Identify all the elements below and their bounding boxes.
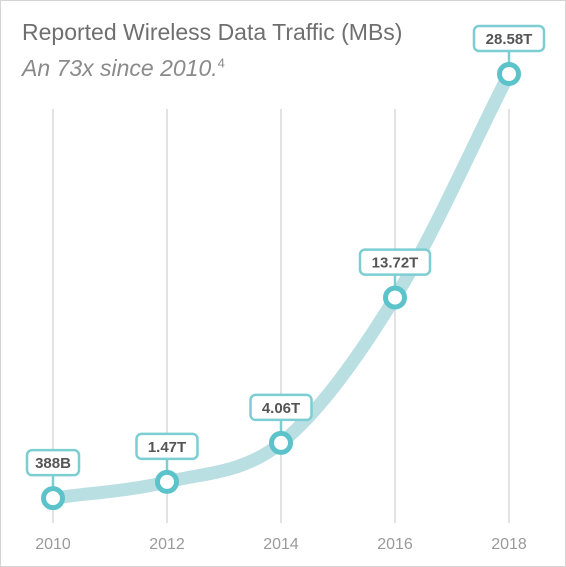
- data-label: 13.72T: [372, 255, 419, 272]
- x-tick-label: 2016: [377, 536, 413, 553]
- data-point: [497, 62, 521, 86]
- data-label: 28.58T: [486, 31, 533, 48]
- chart-subtitle: An 73x since 2010.4: [22, 55, 225, 82]
- x-tick-label: 2018: [491, 536, 527, 553]
- series-line: [46, 67, 516, 505]
- data-label-box: [25, 448, 81, 477]
- data-label: 4.06T: [262, 400, 300, 417]
- data-point: [383, 285, 407, 310]
- x-tick-label: 2014: [263, 536, 299, 553]
- data-label-box: [249, 393, 313, 422]
- footnote-marker: 4: [217, 55, 225, 71]
- data-label: 1.47T: [148, 439, 186, 456]
- data-point: [41, 486, 65, 511]
- chart-subtitle-text: An 73x since 2010.: [22, 55, 218, 81]
- data-point: [269, 430, 293, 455]
- data-label-box: [135, 432, 199, 461]
- data-point: [155, 469, 179, 494]
- chart-title: Reported Wireless Data Traffic (MBs): [22, 19, 403, 45]
- x-tick-label: 2012: [149, 536, 185, 553]
- data-label: 388B: [35, 455, 71, 472]
- data-label-box: [358, 248, 432, 276]
- x-tick-label: 2010: [35, 536, 71, 553]
- data-label-box: [472, 24, 546, 53]
